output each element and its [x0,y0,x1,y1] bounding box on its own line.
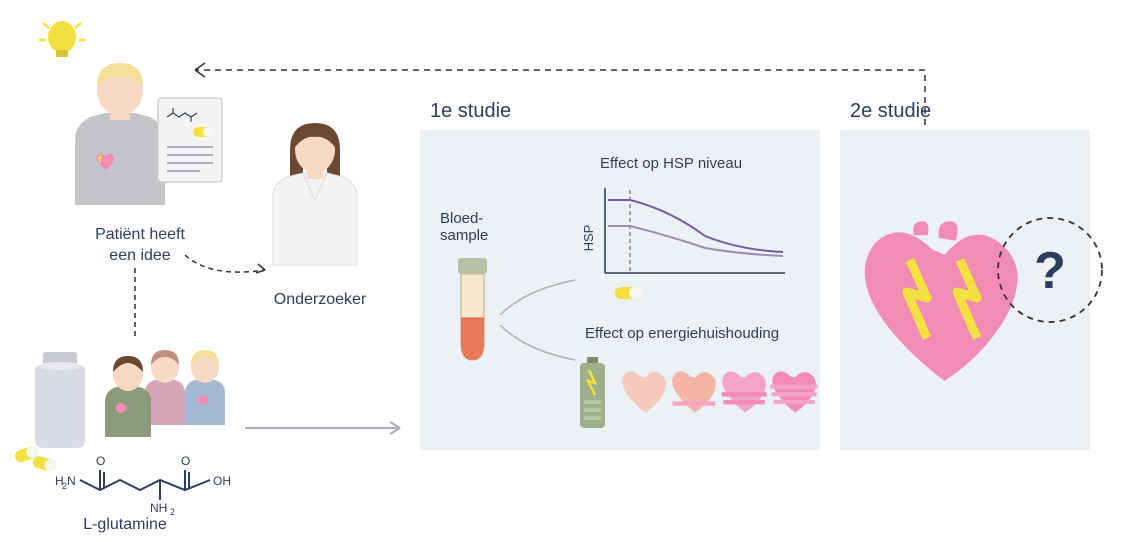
svg-text:?: ? [1034,242,1066,300]
question-circle: ? [990,210,1110,330]
hsp-chart: HSP [575,178,795,288]
svg-text:O: O [96,454,105,468]
dash-patient-down [130,268,140,338]
lglutamine-label: L-glutamine [70,515,180,536]
svg-text:HSP: HSP [581,225,596,252]
svg-text:N: N [67,474,76,488]
effect-hsp-label: Effect op HSP niveau [600,155,742,172]
svg-text:O: O [181,454,190,468]
effect-energy-label: Effect op energiehuishouding [585,325,779,342]
blood-sample-label: Bloed- sample [440,210,510,244]
arrow-patient-to-researcher [180,250,280,290]
patient-group [80,340,230,450]
svg-text:OH: OH [213,474,231,488]
molecule-structure: H 2 N O NH 2 O OH [50,445,250,515]
arrow-to-study1 [245,418,415,438]
pill-under-chart [615,285,645,301]
svg-text:NH: NH [150,501,167,515]
battery-icon [575,355,610,435]
branch-lines [495,270,585,370]
researcher-label: Onderzoeker [265,290,375,311]
svg-text:2: 2 [170,507,175,515]
heart-row [618,358,818,433]
feedback-arrow [180,60,940,130]
test-tube-icon [450,258,495,368]
